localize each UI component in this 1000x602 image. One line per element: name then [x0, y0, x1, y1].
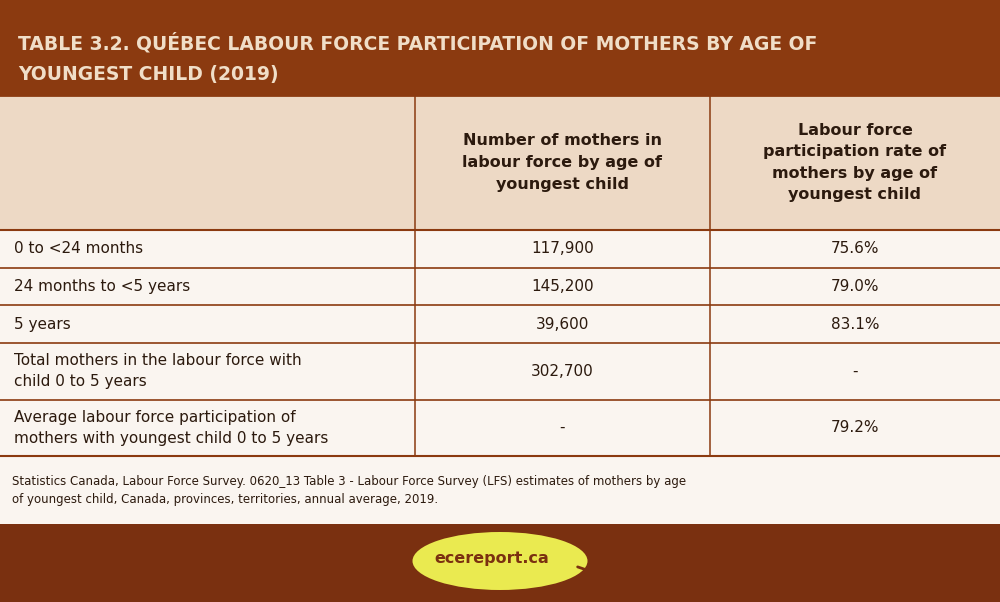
Text: Total mothers in the labour force with
child 0 to 5 years: Total mothers in the labour force with c…	[14, 353, 302, 389]
Text: 117,900: 117,900	[531, 241, 594, 256]
Text: YOUNGEST CHILD (2019): YOUNGEST CHILD (2019)	[18, 64, 279, 84]
Ellipse shape	[413, 532, 588, 590]
Text: 24 months to <5 years: 24 months to <5 years	[14, 279, 190, 294]
Text: Statistics Canada, Labour Force Survey. 0620_13 Table 3 - Labour Force Survey (L: Statistics Canada, Labour Force Survey. …	[12, 474, 686, 506]
Bar	[0, 0, 1000, 95]
Text: 145,200: 145,200	[531, 279, 594, 294]
Text: -: -	[560, 420, 565, 435]
Text: 0 to <24 months: 0 to <24 months	[14, 241, 143, 256]
Text: 5 years: 5 years	[14, 317, 71, 332]
Bar	[0, 95, 1000, 524]
Text: Number of mothers in
labour force by age of
youngest child: Number of mothers in labour force by age…	[462, 134, 662, 191]
Text: 302,700: 302,700	[531, 364, 594, 379]
Text: 83.1%: 83.1%	[831, 317, 879, 332]
Text: TABLE 3.2. QUÉBEC LABOUR FORCE PARTICIPATION OF MOTHERS BY AGE OF: TABLE 3.2. QUÉBEC LABOUR FORCE PARTICIPA…	[18, 33, 817, 53]
Text: 79.2%: 79.2%	[831, 420, 879, 435]
Bar	[0, 524, 1000, 602]
Text: 75.6%: 75.6%	[831, 241, 879, 256]
Text: Average labour force participation of
mothers with youngest child 0 to 5 years: Average labour force participation of mo…	[14, 410, 328, 445]
Text: 79.0%: 79.0%	[831, 279, 879, 294]
Bar	[0, 95, 1000, 230]
Text: 39,600: 39,600	[536, 317, 589, 332]
Text: ecereport.ca: ecereport.ca	[435, 551, 549, 566]
Text: -: -	[852, 364, 858, 379]
Text: Labour force
participation rate of
mothers by age of
youngest child: Labour force participation rate of mothe…	[763, 123, 947, 202]
